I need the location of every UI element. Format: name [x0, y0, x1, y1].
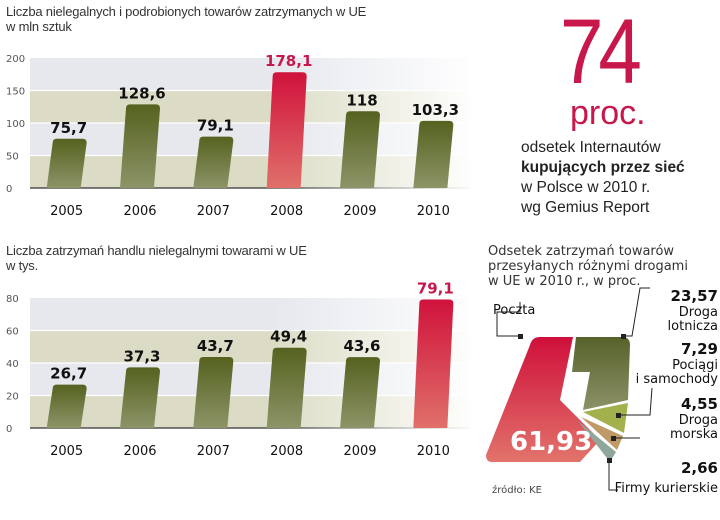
bar-2005	[46, 384, 87, 428]
label-lotnicza-1: Droga	[679, 305, 718, 320]
pie-slice-pociagi	[583, 403, 628, 433]
stat-line2-bold: kupujących przez sieć	[521, 159, 685, 176]
x-tick-label-2006: 2006	[123, 444, 156, 459]
x-tick-label-2010: 2010	[417, 204, 450, 219]
marker-poczta	[518, 334, 523, 339]
stat-line4: wg Gemius Report	[521, 199, 650, 216]
pie-slice-firmy-kurierskie	[578, 421, 616, 462]
marker-morska	[611, 436, 616, 441]
y-tick-label: 100	[6, 119, 25, 130]
x-tick-label-2007: 2007	[197, 204, 230, 219]
bar-2008	[266, 72, 307, 188]
bar-2006	[120, 367, 160, 428]
leader-kurierskie	[608, 460, 618, 491]
x-tick-label-2007: 2007	[197, 444, 230, 459]
bar-2006	[120, 104, 160, 188]
stat-description: odsetek Internautów kupujących przez sie…	[521, 138, 685, 218]
marker-lotnicza	[621, 334, 626, 339]
label-kurierskie: Firmy kurierskie	[615, 481, 718, 496]
y-tick-label: 200	[6, 54, 25, 65]
stat-value: 74	[560, 1, 642, 103]
chart2-fade	[30, 280, 470, 430]
marker-kurierskie	[607, 458, 612, 463]
label-pociagi-2: i samochody	[636, 372, 719, 387]
x-tick-label-2008: 2008	[270, 444, 303, 459]
y-tick-label: 150	[6, 87, 25, 98]
value-kurierskie: 2,66	[681, 459, 718, 477]
pie-slice-droga-lotnicza	[572, 337, 630, 410]
y-tick-label: 40	[6, 359, 19, 370]
stat-line3: w Polsce w 2010 r.	[521, 179, 651, 196]
value-label-2010: 103,3	[412, 101, 459, 119]
pie-title-line3: w UE w 2010 r., w proc.	[488, 274, 640, 289]
stat-line1: odsetek Internautów	[521, 139, 661, 156]
label-morska-2: morska	[670, 427, 718, 442]
x-tick-label-2009: 2009	[343, 204, 376, 219]
bar-2008	[266, 347, 307, 428]
leader-poczta	[496, 302, 521, 337]
value-label-2008: 178,1	[265, 52, 312, 70]
x-tick-label-2010: 2010	[417, 444, 450, 459]
x-tick-label-2008: 2008	[270, 204, 303, 219]
value-label-2007: 43,7	[197, 337, 234, 355]
bar-2007	[193, 356, 234, 428]
source-note: źródło: KE	[492, 484, 542, 496]
bar-2005	[46, 138, 87, 188]
bar-2009	[340, 111, 380, 188]
x-tick-label-2005: 2005	[50, 204, 83, 219]
value-morska: 4,55	[681, 395, 718, 413]
bar-2007	[193, 136, 234, 188]
y-tick-label: 80	[6, 294, 19, 305]
pie-main-value: 61,93	[510, 427, 592, 457]
chart1-fade	[30, 40, 470, 190]
value-label-2006: 37,3	[123, 347, 160, 365]
label-pociagi-1: Pociągi	[672, 358, 718, 373]
chart1-subtitle: w mln sztuk	[6, 19, 72, 34]
stat-line2: kupujących przez sieć	[521, 158, 685, 178]
chart1-title-line1: Liczba nielegalnych i podrobionych towar…	[6, 4, 367, 19]
value-pociagi: 7,29	[681, 340, 718, 358]
value-label-2005: 75,7	[50, 119, 87, 137]
bar-2010	[413, 299, 454, 428]
chart2-subtitle: w tys.	[6, 258, 39, 273]
chart2-title: Liczba zatrzymań handlu nielegalnymi tow…	[6, 243, 307, 273]
leader-lotnicza	[623, 287, 650, 337]
chart1-svg: 0 50 100 150 200 75,7 2005 128,6 2006 79,1 2007 178…	[6, 40, 470, 219]
y-tick-label: 0	[6, 184, 12, 195]
x-tick-label-2006: 2006	[123, 204, 156, 219]
marker-pociagi	[616, 413, 621, 418]
pie-title-line2: przesyłanych różnymi drogami	[488, 259, 688, 274]
chart2-title-line1: Liczba zatrzymań handlu nielegalnymi tow…	[6, 243, 307, 258]
value-label-2009: 43,6	[343, 337, 380, 355]
bar-2010	[413, 120, 454, 188]
pie-chart-svg: Odsetek zatrzymań towarów przesyłanych r…	[486, 244, 719, 496]
pie-slice-droga-morska	[581, 417, 623, 450]
pie-slice-poczta	[486, 337, 600, 462]
value-label-2010: 79,1	[417, 280, 454, 297]
y-tick-label: 20	[6, 392, 19, 403]
value-label-2008: 49,4	[270, 328, 307, 346]
leader-pociagi	[618, 387, 653, 416]
label-lotnicza-2: lotnicza	[668, 319, 718, 334]
label-morska-1: Droga	[679, 413, 718, 428]
pie-title-line1: Odsetek zatrzymań towarów	[488, 244, 674, 259]
y-tick-label: 50	[6, 152, 19, 163]
value-label-2007: 79,1	[197, 117, 234, 135]
x-tick-label-2009: 2009	[343, 444, 376, 459]
x-tick-label-2005: 2005	[50, 444, 83, 459]
value-lotnicza: 23,57	[671, 287, 718, 305]
value-label-2009: 118	[346, 91, 377, 109]
stat-unit: proc.	[570, 94, 646, 132]
value-label-2006: 128,6	[118, 84, 165, 102]
chart1-title: Liczba nielegalnych i podrobionych towar…	[6, 4, 366, 34]
bar-2009	[340, 357, 380, 428]
y-tick-label: 0	[6, 424, 12, 435]
value-label-2005: 26,7	[50, 365, 87, 383]
y-tick-label: 60	[6, 327, 19, 338]
chart2-svg: 0 20 40 60 80 26,7 2005 37,3 2006 43,7 2007 49,4 200…	[6, 280, 470, 459]
label-poczta: Poczta	[493, 303, 535, 318]
